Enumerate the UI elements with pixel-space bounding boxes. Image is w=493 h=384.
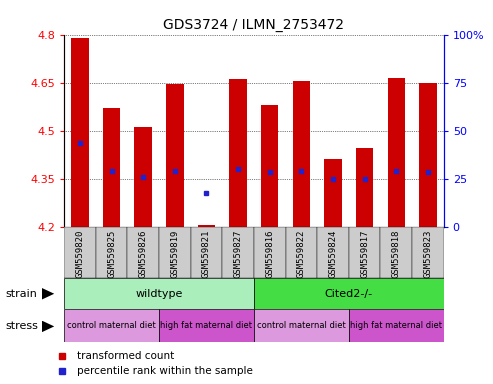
Bar	[159, 309, 254, 342]
Text: percentile rank within the sample: percentile rank within the sample	[76, 366, 252, 376]
Text: control maternal diet: control maternal diet	[67, 321, 156, 330]
Bar	[254, 309, 349, 342]
Bar	[254, 227, 285, 278]
Text: strain: strain	[5, 289, 37, 299]
Bar	[324, 159, 342, 227]
Bar	[412, 227, 444, 278]
Text: GSM559822: GSM559822	[297, 229, 306, 278]
Bar	[356, 148, 373, 227]
Polygon shape	[42, 288, 54, 300]
Text: Cited2-/-: Cited2-/-	[325, 289, 373, 299]
Text: wildtype: wildtype	[135, 289, 183, 299]
Text: GSM559817: GSM559817	[360, 229, 369, 278]
Bar	[127, 227, 159, 278]
Bar	[254, 278, 444, 309]
Text: GSM559824: GSM559824	[328, 229, 338, 278]
Bar	[64, 309, 159, 342]
Text: GSM559821: GSM559821	[202, 229, 211, 278]
Text: GSM559816: GSM559816	[265, 229, 274, 278]
Bar	[349, 309, 444, 342]
Bar	[285, 227, 317, 278]
Polygon shape	[42, 321, 54, 332]
Bar	[103, 108, 120, 227]
Bar	[166, 84, 183, 227]
Bar	[419, 83, 437, 227]
Bar	[261, 105, 279, 227]
Bar	[293, 81, 310, 227]
Bar	[198, 225, 215, 227]
Bar	[135, 127, 152, 227]
Bar	[387, 78, 405, 227]
Title: GDS3724 / ILMN_2753472: GDS3724 / ILMN_2753472	[163, 18, 345, 32]
Bar	[317, 227, 349, 278]
Text: GSM559818: GSM559818	[392, 229, 401, 278]
Bar	[229, 79, 247, 227]
Bar	[381, 227, 412, 278]
Bar	[71, 38, 89, 227]
Text: control maternal diet: control maternal diet	[257, 321, 346, 330]
Bar	[64, 278, 254, 309]
Bar	[191, 227, 222, 278]
Bar	[159, 227, 191, 278]
Text: GSM559826: GSM559826	[139, 229, 148, 278]
Text: GSM559827: GSM559827	[234, 229, 243, 278]
Text: GSM559820: GSM559820	[75, 229, 84, 278]
Text: high fat maternal diet: high fat maternal diet	[160, 321, 252, 330]
Text: high fat maternal diet: high fat maternal diet	[350, 321, 442, 330]
Text: stress: stress	[5, 321, 38, 331]
Bar	[96, 227, 127, 278]
Text: GSM559819: GSM559819	[170, 229, 179, 278]
Text: GSM559825: GSM559825	[107, 229, 116, 278]
Bar	[222, 227, 254, 278]
Bar	[64, 227, 96, 278]
Text: GSM559823: GSM559823	[423, 229, 432, 278]
Bar	[349, 227, 381, 278]
Text: transformed count: transformed count	[76, 351, 174, 361]
